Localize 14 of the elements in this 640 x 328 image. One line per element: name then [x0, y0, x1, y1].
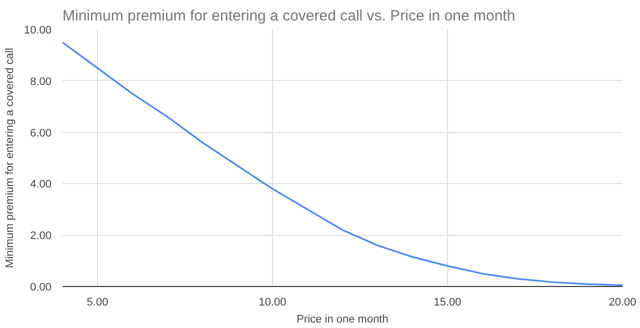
y-tick-label: 4.00 [30, 178, 52, 191]
y-tick-label: 8.00 [30, 76, 52, 88]
y-tick-label: 10.00 [24, 24, 52, 36]
y-tick-label: 2.00 [30, 230, 52, 242]
line-series [62, 42, 622, 286]
y-tick-label: 6.00 [30, 127, 52, 140]
y-tick-label: 0.00 [30, 282, 52, 294]
chart-title: Minimum premium for entering a covered call vs. Price in one month [62, 8, 516, 24]
x-tick-label: 10.00 [258, 296, 286, 308]
x-tick-label: 20.00 [608, 296, 636, 308]
x-axis-title: Price in one month [296, 314, 388, 326]
y-axis-title: Minimum premium for entering a covered call [4, 48, 16, 268]
x-tick-label: 5.00 [86, 296, 108, 308]
x-tick-label: 15.00 [434, 296, 462, 308]
